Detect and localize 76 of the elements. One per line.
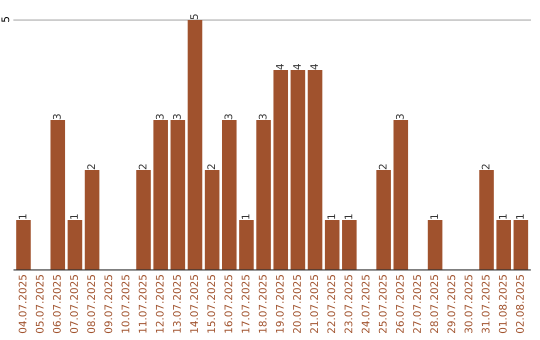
bar: [68, 220, 82, 270]
bar: [153, 120, 168, 270]
x-tick-label: 08.07.2025: [87, 275, 96, 334]
bar: [290, 70, 306, 270]
data-label: 5: [190, 14, 198, 20]
data-label: 2: [87, 164, 95, 170]
data-label: 1: [327, 214, 336, 219]
x-tick-label: 20.07.2025: [293, 275, 301, 334]
x-tick-label: 21.07.2025: [310, 275, 318, 334]
x-tick-label: 01.08.2025: [498, 275, 507, 334]
x-tick-label: 13.07.2025: [172, 275, 181, 333]
bar: [16, 220, 31, 270]
data-label: 3: [156, 114, 164, 120]
bar: [376, 170, 391, 270]
x-tick-label: 15.07.2025: [207, 275, 216, 333]
x-tick-label: 30.07.2025: [464, 275, 472, 333]
bar: [273, 70, 288, 270]
data-label: 1: [18, 214, 26, 219]
bar: [222, 120, 237, 270]
data-label: 4: [293, 64, 301, 70]
data-label: 1: [430, 214, 438, 219]
data-label: 1: [242, 214, 250, 219]
bar: [394, 120, 408, 270]
x-tick-label: 26.07.2025: [396, 275, 404, 334]
bar: [188, 20, 202, 270]
data-label: 1: [344, 214, 352, 219]
bar: [342, 220, 357, 270]
x-tick-label: 29.07.2025: [447, 275, 456, 334]
x-tick-label: 14.07.2025: [190, 275, 198, 333]
x-tick-label: 17.07.2025: [242, 275, 250, 333]
data-label: 3: [224, 114, 232, 120]
x-tick-label: 24.07.2025: [362, 275, 370, 334]
data-label: 2: [138, 164, 146, 170]
data-label: 3: [52, 114, 61, 120]
bar: [239, 220, 254, 270]
data-label: 1: [516, 214, 524, 219]
x-tick-label: 06.07.2025: [52, 275, 61, 334]
data-label: 4: [276, 64, 284, 70]
x-tick-label: 11.07.2025: [138, 275, 147, 333]
bar: [170, 120, 186, 270]
bar: [136, 170, 151, 270]
x-tick-label: 04.07.2025: [18, 275, 26, 334]
data-label: 2: [207, 164, 216, 170]
x-tick-label: 28.07.2025: [430, 275, 438, 334]
bar: [479, 170, 494, 270]
x-tick-label: 27.07.2025: [413, 275, 421, 334]
data-label: 4: [310, 64, 318, 70]
bar: [256, 120, 271, 270]
x-tick-label: 23.07.2025: [344, 275, 352, 334]
x-tick-label: 19.07.2025: [276, 275, 284, 333]
bar: [514, 220, 528, 270]
bar: [428, 220, 442, 270]
x-tick-label: 25.07.2025: [378, 275, 387, 334]
bar: [496, 220, 511, 270]
data-label: 2: [378, 164, 387, 170]
x-tick-label: 05.07.2025: [36, 275, 44, 334]
x-tick-label: 12.07.2025: [156, 275, 164, 333]
data-label: 3: [172, 114, 181, 120]
bar: [308, 70, 322, 270]
data-label: 1: [498, 214, 507, 219]
x-tick-label: 09.07.2025: [104, 275, 112, 334]
x-tick-label: 10.07.2025: [122, 275, 130, 333]
bar: [50, 120, 66, 270]
bar: [324, 220, 340, 270]
x-tick-label: 07.07.2025: [70, 275, 78, 334]
data-label: 2: [482, 164, 490, 170]
x-tick-label: 31.07.2025: [482, 275, 490, 333]
x-tick-label: 16.07.2025: [224, 275, 232, 333]
data-label: 1: [70, 214, 78, 219]
x-tick-label: 22.07.2025: [327, 275, 336, 334]
x-tick-label: 18.07.2025: [258, 275, 267, 333]
bar: [84, 170, 100, 270]
data-label: 3: [258, 114, 267, 120]
bar: [204, 170, 220, 270]
data-label: 3: [396, 114, 404, 120]
x-tick-label: 02.08.2025: [516, 275, 524, 334]
